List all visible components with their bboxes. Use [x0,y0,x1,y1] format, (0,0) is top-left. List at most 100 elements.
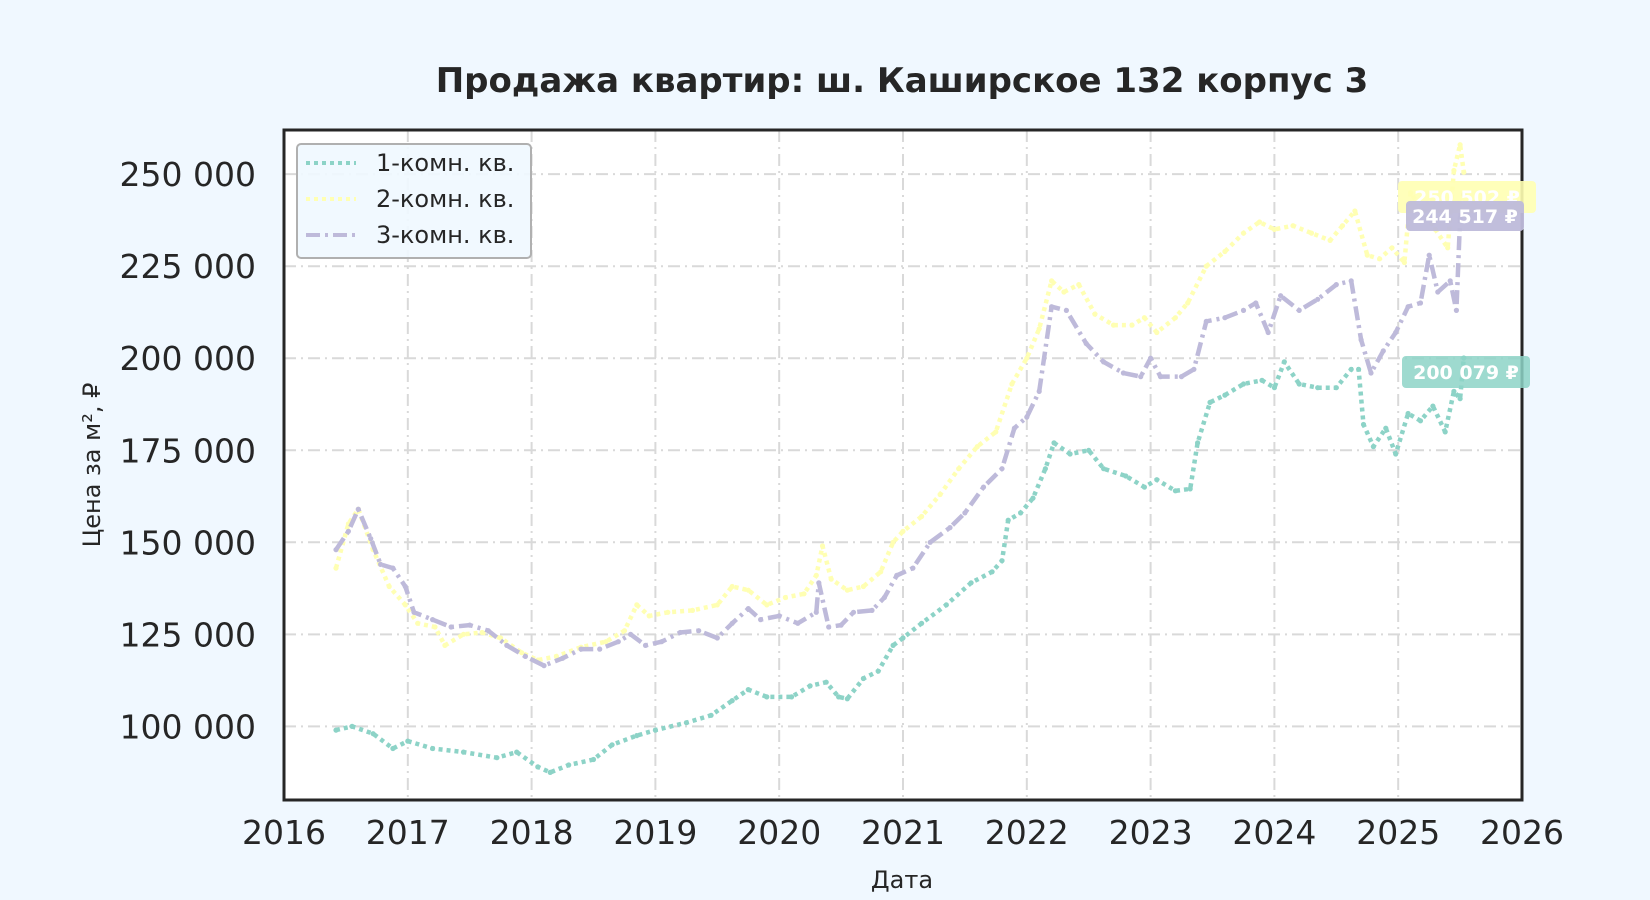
end-label-box-3-room [1406,201,1524,231]
data-point [689,607,696,614]
data-point [578,646,584,652]
data-point [819,543,826,549]
data-point [615,639,621,645]
data-point [714,602,720,608]
data-point [1296,307,1302,313]
data-point [1352,208,1358,214]
data-point [609,742,615,748]
x-axis-label: Дата [871,866,933,894]
data-point [999,466,1005,472]
data-point [1061,289,1067,295]
data-point [919,620,925,626]
data-point [1051,440,1057,446]
data-point [634,733,640,739]
y-tick-label: 175 000 [120,431,256,470]
data-point [900,635,906,641]
legend-box [296,143,532,259]
data-point [1157,374,1164,380]
data-point [956,466,962,472]
data-point [345,528,351,534]
data-point [1240,307,1247,313]
data-point [993,429,999,435]
data-point [442,642,448,649]
data-point [677,629,683,636]
data-point [1086,447,1092,453]
data-point [894,572,900,579]
data-point [1148,355,1154,361]
data-point [1426,252,1432,258]
data-point [1457,396,1463,402]
data-point [535,764,541,770]
data-point [1377,256,1383,262]
data-point [1451,167,1457,174]
data-point [1327,237,1333,243]
data-point [1296,381,1302,387]
series-1-room [333,355,1467,776]
data-point [1222,248,1228,255]
data-point [402,602,408,608]
data-point [1092,311,1098,317]
series-3-room [333,191,1467,669]
data-point [683,720,690,726]
x-tick-label: 2026 [1480,813,1564,852]
data-point [642,642,649,649]
data-point [1030,495,1036,501]
data-point [927,539,933,545]
data-point [1430,403,1436,409]
data-point [823,679,829,685]
data-point [355,506,361,512]
data-point [875,668,881,674]
legend-label-2-room: 2-комн. кв. [376,185,514,213]
data-point [1435,289,1441,295]
data-point [1141,315,1147,321]
data-point [467,622,473,628]
data-point [1195,440,1201,446]
data-point [541,663,547,669]
data-point [1024,414,1030,420]
data-point [460,631,467,637]
legend-label-3-room: 3-комн. кв. [376,221,514,249]
data-point [1447,278,1453,284]
data-point [1005,517,1011,523]
data-point [479,629,485,636]
data-point [878,569,884,575]
data-point [1203,263,1209,269]
x-tick-label: 2017 [366,813,450,852]
data-point [729,583,735,590]
data-point [1101,359,1107,365]
data-point [1290,223,1296,229]
data-point [1063,307,1069,313]
data-point [943,602,949,608]
x-tick-label: 2016 [242,813,326,852]
data-point [1368,370,1374,376]
data-point [628,631,634,637]
data-point [1393,451,1399,457]
data-point [1333,385,1339,391]
y-tick-label: 125 000 [120,615,256,654]
data-point [430,745,436,752]
data-point [850,609,857,615]
data-point [1457,142,1463,148]
data-point [411,609,417,615]
data-point [646,613,652,619]
data-point [1172,315,1178,321]
y-tick-label: 100 000 [120,707,256,746]
data-point [708,712,714,718]
data-point [1222,392,1228,398]
data-point [1253,300,1259,306]
x-tick-label: 2018 [490,813,574,852]
data-point [621,628,628,634]
data-point [659,639,665,645]
data-point [869,607,875,614]
data-point [729,698,735,704]
data-point [1024,355,1030,361]
data-point [1281,359,1287,365]
x-tick-label: 2025 [1356,813,1440,852]
data-point [1339,223,1346,229]
end-label-3-room: 244 517 ₽ [1406,201,1524,231]
data-point [1271,385,1277,391]
data-point [1178,374,1185,380]
data-point [386,583,392,590]
data-point [378,561,384,568]
